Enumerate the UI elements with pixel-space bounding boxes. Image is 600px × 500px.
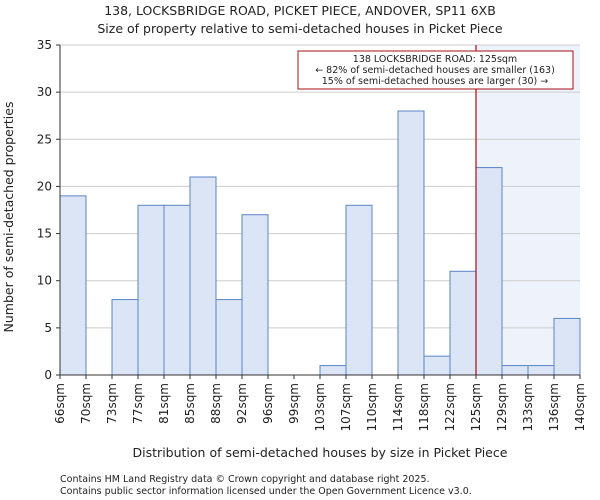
chart-title: 138, LOCKSBRIDGE ROAD, PICKET PIECE, AND… — [104, 3, 496, 18]
x-tick-label: 122sqm — [443, 383, 457, 431]
annotation-line-1: 138 LOCKSBRIDGE ROAD: 125sqm — [353, 54, 517, 65]
bar — [59, 195, 87, 376]
bar — [319, 365, 347, 376]
bar — [345, 204, 373, 376]
x-tick-label: 110sqm — [365, 383, 379, 431]
x-tick-label: 118sqm — [417, 383, 431, 431]
bar — [553, 317, 581, 376]
x-tick-label: 73sqm — [105, 383, 119, 424]
y-tick-label: 25 — [37, 132, 52, 146]
chart-subtitle: Size of property relative to semi-detach… — [97, 21, 503, 36]
x-axis-label: Distribution of semi-detached houses by … — [133, 445, 508, 460]
x-tick-label: 96sqm — [261, 383, 275, 424]
x-tick-label: 129sqm — [495, 383, 509, 431]
bar — [501, 365, 529, 376]
bar — [241, 214, 269, 376]
y-tick-label: 20 — [37, 179, 52, 193]
y-tick-label: 10 — [37, 274, 52, 288]
x-tick-label: 136sqm — [547, 383, 561, 431]
x-tick-label: 103sqm — [313, 383, 327, 431]
y-tick-label: 35 — [37, 38, 52, 52]
x-tick-label: 140sqm — [573, 383, 587, 431]
annotation-line-2: ← 82% of semi-detached houses are smalle… — [315, 65, 555, 76]
y-tick-label: 15 — [37, 227, 52, 241]
x-tick-label: 92sqm — [235, 383, 249, 424]
footer-line-1: Contains HM Land Registry data © Crown c… — [60, 474, 430, 485]
x-tick-label: 133sqm — [521, 383, 535, 431]
footer-line-2: Contains public sector information licen… — [60, 486, 472, 497]
bar — [527, 365, 555, 376]
x-tick-label: 114sqm — [391, 383, 405, 431]
y-tick-label: 0 — [44, 368, 52, 382]
x-tick-label: 125sqm — [469, 383, 483, 431]
y-tick-label: 30 — [37, 85, 52, 99]
x-tick-label: 107sqm — [339, 383, 353, 431]
bar — [163, 204, 191, 376]
x-tick-label: 66sqm — [53, 383, 67, 424]
y-axis-label: Number of semi-detached properties — [1, 102, 16, 333]
annotation-box: 138 LOCKSBRIDGE ROAD: 125sqm ← 82% of se… — [297, 50, 574, 90]
annotation-line-3: 15% of semi-detached houses are larger (… — [322, 76, 549, 87]
bar — [189, 176, 217, 376]
x-tick-label: 70sqm — [79, 383, 93, 424]
x-tick-label: 77sqm — [131, 383, 145, 424]
bar — [475, 167, 503, 376]
bar — [215, 299, 243, 376]
x-tick-label: 99sqm — [287, 383, 301, 424]
x-tick-label: 88sqm — [209, 383, 223, 424]
x-tick-label: 81sqm — [157, 383, 171, 424]
bar — [397, 110, 425, 376]
x-tick-label: 85sqm — [183, 383, 197, 424]
bar — [449, 270, 477, 376]
y-tick-label: 5 — [44, 321, 52, 335]
bar — [137, 204, 165, 376]
bar — [111, 299, 139, 376]
bar — [423, 355, 451, 376]
